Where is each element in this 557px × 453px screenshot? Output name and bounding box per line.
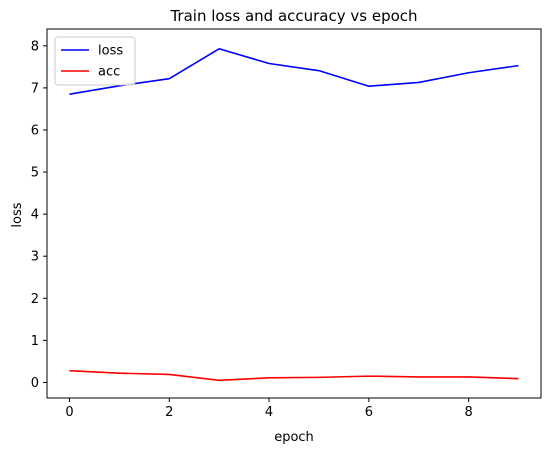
y-tick-label: 1 <box>31 334 39 349</box>
series-lines <box>69 47 519 382</box>
y-tick-label: 0 <box>31 376 39 391</box>
x-tick-label: 2 <box>165 405 173 420</box>
x-axis: 0 2 4 6 8 <box>65 398 473 420</box>
x-tick-label: 4 <box>265 405 273 420</box>
y-tick-label: 5 <box>31 166 39 181</box>
y-tick-label: 3 <box>31 250 39 265</box>
y-axis: 0 1 2 3 4 5 6 7 8 <box>31 39 47 391</box>
x-tick-label: 8 <box>465 405 473 420</box>
legend: loss acc <box>54 36 136 86</box>
legend-label-loss: loss <box>98 44 123 59</box>
x-axis-label: epoch <box>274 430 314 445</box>
series-line-acc <box>69 369 519 382</box>
chart-title: Train loss and accuracy vs epoch <box>169 7 417 25</box>
x-tick-label: 6 <box>365 405 373 420</box>
x-tick-label: 0 <box>65 405 73 420</box>
y-axis-label: loss <box>10 202 25 227</box>
y-tick-label: 2 <box>31 292 39 307</box>
y-tick-label: 7 <box>31 81 39 96</box>
axes-frame <box>46 28 542 399</box>
legend-box <box>54 36 136 86</box>
y-tick-label: 6 <box>31 123 39 138</box>
legend-label-acc: acc <box>98 65 120 80</box>
y-tick-label: 8 <box>31 39 39 54</box>
series-line-loss <box>69 47 519 96</box>
y-tick-label: 4 <box>31 208 39 223</box>
